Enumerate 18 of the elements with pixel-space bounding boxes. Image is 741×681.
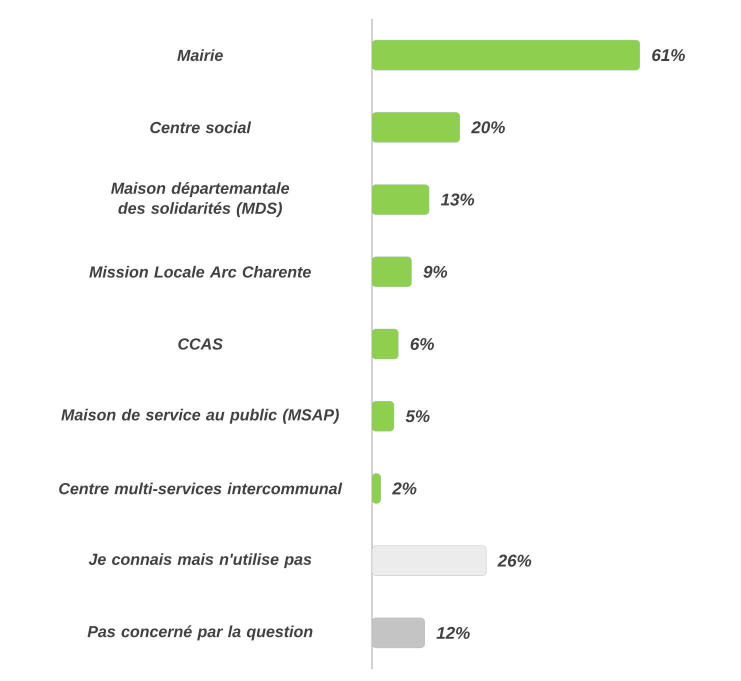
data-label: 12% bbox=[436, 626, 470, 639]
y-tick-label: Centre social bbox=[150, 121, 252, 134]
y-tick-label: Mairie bbox=[177, 49, 223, 61]
data-label: 9% bbox=[423, 266, 448, 278]
data-label: 5% bbox=[406, 410, 430, 422]
data-label: 26% bbox=[497, 554, 532, 567]
data-label: 2% bbox=[392, 482, 416, 494]
data-label: 20% bbox=[471, 121, 505, 134]
y-tick-label: Pas concerné par la question bbox=[88, 625, 312, 640]
data-label: 61% bbox=[652, 49, 685, 62]
y-tick-label: CCAS bbox=[178, 338, 223, 350]
y-tick-label: Centre multi-services intercommunal bbox=[59, 482, 342, 494]
y-tick-label: Je connais mais n'utilise pas bbox=[88, 553, 312, 568]
y-tick-label: Maison de service au public (MSAP) bbox=[61, 408, 339, 424]
y-tick-label: Maison départemantale des solidarités (MDS) bbox=[111, 182, 290, 218]
data-label: 13% bbox=[440, 194, 474, 206]
y-tick-label: Mission Locale Arc Charente bbox=[89, 266, 311, 278]
data-label: 6% bbox=[410, 338, 434, 350]
